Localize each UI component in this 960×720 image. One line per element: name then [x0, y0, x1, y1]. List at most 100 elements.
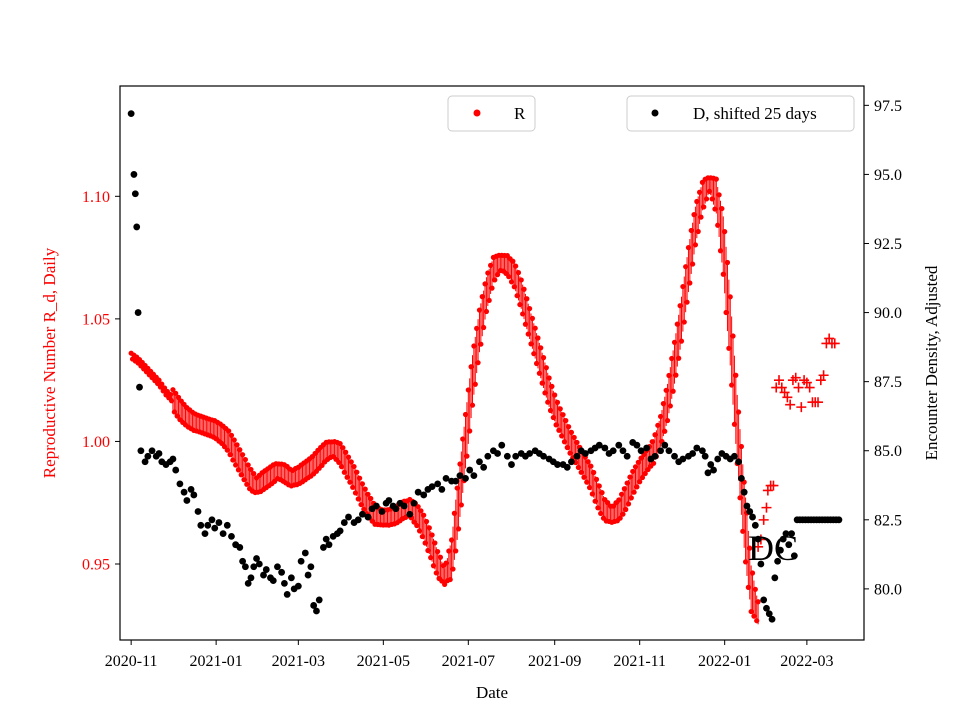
r-point — [678, 338, 685, 344]
r-point — [749, 570, 756, 576]
d-point — [595, 441, 603, 449]
d-point — [304, 571, 312, 579]
r-point — [492, 277, 498, 283]
r-point — [469, 402, 476, 408]
r-point — [529, 315, 536, 321]
r-point — [593, 476, 600, 482]
d-point — [765, 610, 773, 618]
r-point — [464, 453, 470, 459]
d-point — [297, 557, 305, 565]
d-point — [378, 508, 386, 515]
d-point — [568, 458, 575, 466]
r-point — [684, 299, 690, 305]
y-right-tick-label: 95.0 — [874, 167, 902, 184]
x-tick-label: 2022-01 — [698, 653, 751, 670]
d-point — [255, 560, 263, 568]
r-point — [719, 205, 725, 212]
r-point — [319, 462, 325, 468]
x-tick-label: 2021-07 — [442, 653, 495, 670]
y-right-tick-label: 85.0 — [874, 443, 902, 460]
r-point — [736, 409, 742, 415]
legend-r-label: R — [514, 104, 526, 123]
plot-area — [127, 110, 843, 625]
d-point — [456, 472, 464, 479]
d-point — [428, 483, 436, 491]
d-point — [219, 530, 227, 538]
x-tick-label: 2021-03 — [272, 653, 325, 670]
r-point — [568, 429, 575, 435]
d-point — [336, 527, 344, 535]
legend-r: R — [447, 95, 536, 132]
r-point — [591, 469, 597, 476]
d-point — [133, 223, 141, 231]
r-point — [170, 387, 176, 393]
r-plus-marker — [761, 502, 772, 513]
d-point — [701, 452, 709, 460]
x-tick-label: 2021-11 — [613, 653, 666, 670]
d-point — [190, 491, 198, 499]
d-point — [281, 579, 288, 587]
d-point — [526, 450, 534, 457]
d-point — [651, 452, 659, 460]
r-point — [481, 324, 487, 331]
d-point — [274, 563, 281, 571]
d-point — [260, 571, 267, 579]
r-point — [348, 459, 354, 465]
r-plus-marker — [813, 397, 824, 408]
r-plus-marker — [753, 541, 764, 552]
r-point — [248, 466, 254, 473]
r-point — [458, 502, 464, 508]
d-point — [657, 447, 664, 455]
d-point — [735, 458, 743, 466]
d-point — [359, 510, 366, 518]
r-point — [251, 470, 257, 477]
d-point — [310, 602, 318, 609]
d-point — [470, 472, 478, 479]
r-point — [435, 548, 441, 555]
r-point — [337, 440, 343, 447]
d-point — [364, 513, 372, 521]
d-point — [262, 566, 270, 573]
d-point — [563, 463, 571, 471]
r-point — [698, 214, 704, 220]
r-point — [549, 383, 555, 389]
r-point — [713, 176, 719, 182]
r-point — [571, 434, 577, 441]
d-point — [779, 535, 787, 543]
r-plus-marker — [774, 375, 785, 386]
d-point — [476, 458, 483, 466]
r-point — [738, 443, 744, 450]
r-point — [527, 305, 533, 312]
r-point — [340, 445, 346, 451]
x-axis: 2020-11 2021-01 2021-03 2021-05 2021-07 2021-… — [105, 640, 834, 670]
d-point — [749, 513, 756, 521]
legend-d-label: D, shifted 25 days — [693, 104, 817, 123]
y-axis-right: 80.0 82.5 85.0 87.5 90.0 92.5 95.0 97.5 — [864, 98, 902, 598]
d-point — [155, 450, 163, 457]
r-point — [173, 390, 179, 396]
d-point — [484, 452, 492, 460]
r-plus-marker — [793, 382, 804, 393]
d-point — [771, 574, 779, 582]
r-point — [724, 259, 731, 266]
r-point — [486, 297, 492, 304]
r-point — [730, 333, 736, 339]
d-point — [315, 596, 323, 604]
r-point — [455, 526, 462, 532]
r-plus-marker — [796, 402, 807, 413]
d-point — [144, 452, 152, 460]
r-point — [681, 319, 687, 325]
r-point — [560, 412, 566, 418]
r-point — [515, 270, 522, 276]
r-point — [159, 381, 165, 387]
r-point — [432, 540, 438, 546]
y-right-tick-label: 80.0 — [874, 581, 902, 598]
r-point — [423, 518, 430, 525]
r-point — [574, 439, 580, 446]
d-point — [215, 519, 223, 526]
d-point — [130, 171, 138, 178]
r-point — [747, 545, 753, 551]
r-point — [687, 280, 693, 286]
d-point — [278, 568, 286, 576]
y-axis-left-label: Reproductive Number R_d, Daily — [40, 247, 59, 478]
